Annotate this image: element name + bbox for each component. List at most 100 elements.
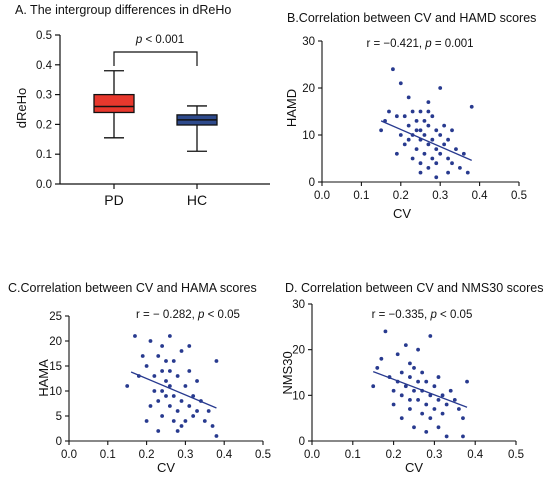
panel-b-title: B.Correlation between CV and HAMD scores [287, 11, 536, 25]
data-point [152, 389, 157, 393]
y-tick-label: 10 [302, 130, 315, 142]
data-point [442, 123, 447, 128]
panel-a-p-value: < 0.001 [142, 34, 184, 46]
regression-line [372, 370, 468, 408]
data-point [430, 114, 435, 119]
y-tick-label: 0 [299, 436, 305, 448]
panel-d-p-value: < 0.05 [437, 309, 473, 321]
x-tick-label: 0.0 [61, 449, 77, 461]
panel-d-x-axis-label: CV [405, 460, 423, 475]
y-tick-label: 5 [56, 411, 62, 423]
panel-d: D. Correlation between CV and NMS30 scor… [280, 281, 543, 475]
data-point [440, 411, 445, 416]
data-point [167, 334, 172, 338]
data-point [195, 379, 199, 383]
x-tick-label: 0.4 [472, 190, 489, 202]
data-point [426, 166, 431, 170]
data-point [144, 364, 149, 368]
data-point [456, 407, 461, 411]
data-point [408, 361, 412, 366]
data-point [133, 334, 137, 338]
y-tick-label: 20 [302, 83, 315, 95]
data-point [414, 128, 419, 133]
data-point [164, 394, 168, 398]
data-point [418, 170, 423, 175]
x-tick-label: 0.2 [393, 190, 409, 202]
data-point [422, 151, 427, 156]
data-point [160, 389, 165, 393]
data-point [191, 414, 196, 418]
panel-a-y-axis: 0.0 0.1 0.2 0.3 0.4 0.5 [36, 30, 61, 191]
data-point [446, 170, 450, 175]
data-point [436, 375, 441, 379]
x-tick-label: 0.3 [426, 449, 442, 461]
data-point [446, 156, 450, 161]
data-point [426, 123, 431, 128]
panel-c-title: C.Correlation between CV and HAMA scores [8, 281, 257, 295]
data-point [436, 398, 441, 402]
data-point [156, 354, 161, 358]
data-point [458, 166, 462, 170]
data-point [379, 128, 383, 133]
data-point [125, 384, 130, 388]
data-point [187, 369, 192, 373]
data-point [446, 137, 450, 142]
panel-c-p-value: < 0.05 [204, 309, 240, 321]
data-point [434, 175, 439, 180]
panel-d-r-value: r = −0.335, [372, 309, 431, 321]
data-point [426, 142, 431, 147]
panel-c-r-value: r = − 0.282, [136, 309, 198, 321]
data-point [187, 404, 192, 408]
data-point [424, 402, 429, 407]
panel-b-p-value: = 0.001 [432, 38, 474, 50]
data-point [402, 114, 407, 119]
regression-line [130, 371, 217, 409]
data-point [214, 434, 219, 438]
panel-c-p-italic: p [197, 309, 205, 321]
x-tick-label: 0.4 [467, 449, 484, 461]
panel-a-category-label: HC [187, 192, 207, 208]
panel-b-y-axis-label: HAMD [284, 89, 299, 127]
x-tick-label: 0.1 [100, 449, 116, 461]
data-point [430, 137, 435, 142]
panel-a-significance-bracket [113, 51, 198, 66]
data-point [428, 416, 433, 421]
x-tick-label: 0.2 [139, 449, 155, 461]
data-point [430, 156, 435, 161]
panel-a-y-tick-label: 0.4 [36, 60, 53, 72]
significance-bracket-line [113, 51, 198, 66]
data-point [465, 379, 469, 384]
data-point [406, 95, 411, 100]
y-tick-label: 20 [49, 336, 62, 348]
data-point [461, 151, 466, 156]
data-point [424, 379, 429, 384]
x-tick-label: 0.1 [345, 449, 361, 461]
data-point [179, 349, 184, 353]
panel-c-points [125, 334, 219, 438]
panel-d-p-italic: p [429, 309, 437, 321]
box-pd [93, 93, 135, 114]
data-point [454, 147, 458, 152]
data-point [148, 404, 153, 408]
data-point [167, 384, 172, 388]
data-point [438, 86, 443, 90]
data-point [394, 114, 399, 119]
data-point [399, 370, 404, 375]
panel-a: A. The intergroup differences in dReHo d… [14, 3, 270, 208]
data-point [426, 109, 431, 114]
data-point [175, 374, 180, 378]
data-point [171, 419, 176, 423]
data-point [403, 384, 408, 389]
data-point [414, 147, 419, 152]
data-point [187, 344, 192, 348]
data-point [442, 142, 447, 147]
panel-c-axes: 0 5 10 15 20 25 0.0 0.1 0.2 0.3 0.4 0.5 [49, 311, 271, 461]
data-point [432, 384, 437, 389]
data-point [398, 133, 403, 137]
x-tick-label: 0.0 [314, 190, 330, 202]
data-point [399, 393, 404, 398]
data-point [387, 109, 391, 114]
data-point [416, 379, 420, 384]
data-point [465, 170, 470, 175]
